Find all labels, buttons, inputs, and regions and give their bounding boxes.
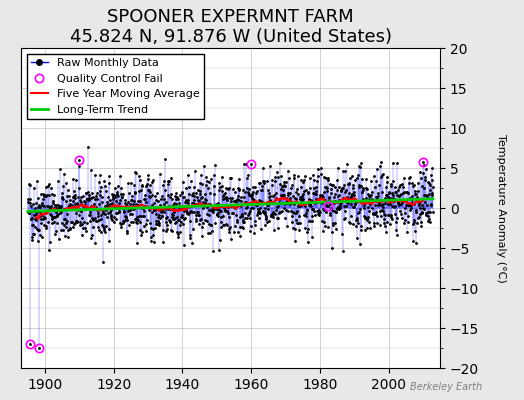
Text: Berkeley Earth: Berkeley Earth [410,382,482,392]
Y-axis label: Temperature Anomaly (°C): Temperature Anomaly (°C) [496,134,506,282]
Title: SPOONER EXPERMNT FARM
45.824 N, 91.876 W (United States): SPOONER EXPERMNT FARM 45.824 N, 91.876 W… [70,8,391,46]
Legend: Raw Monthly Data, Quality Control Fail, Five Year Moving Average, Long-Term Tren: Raw Monthly Data, Quality Control Fail, … [27,54,204,119]
